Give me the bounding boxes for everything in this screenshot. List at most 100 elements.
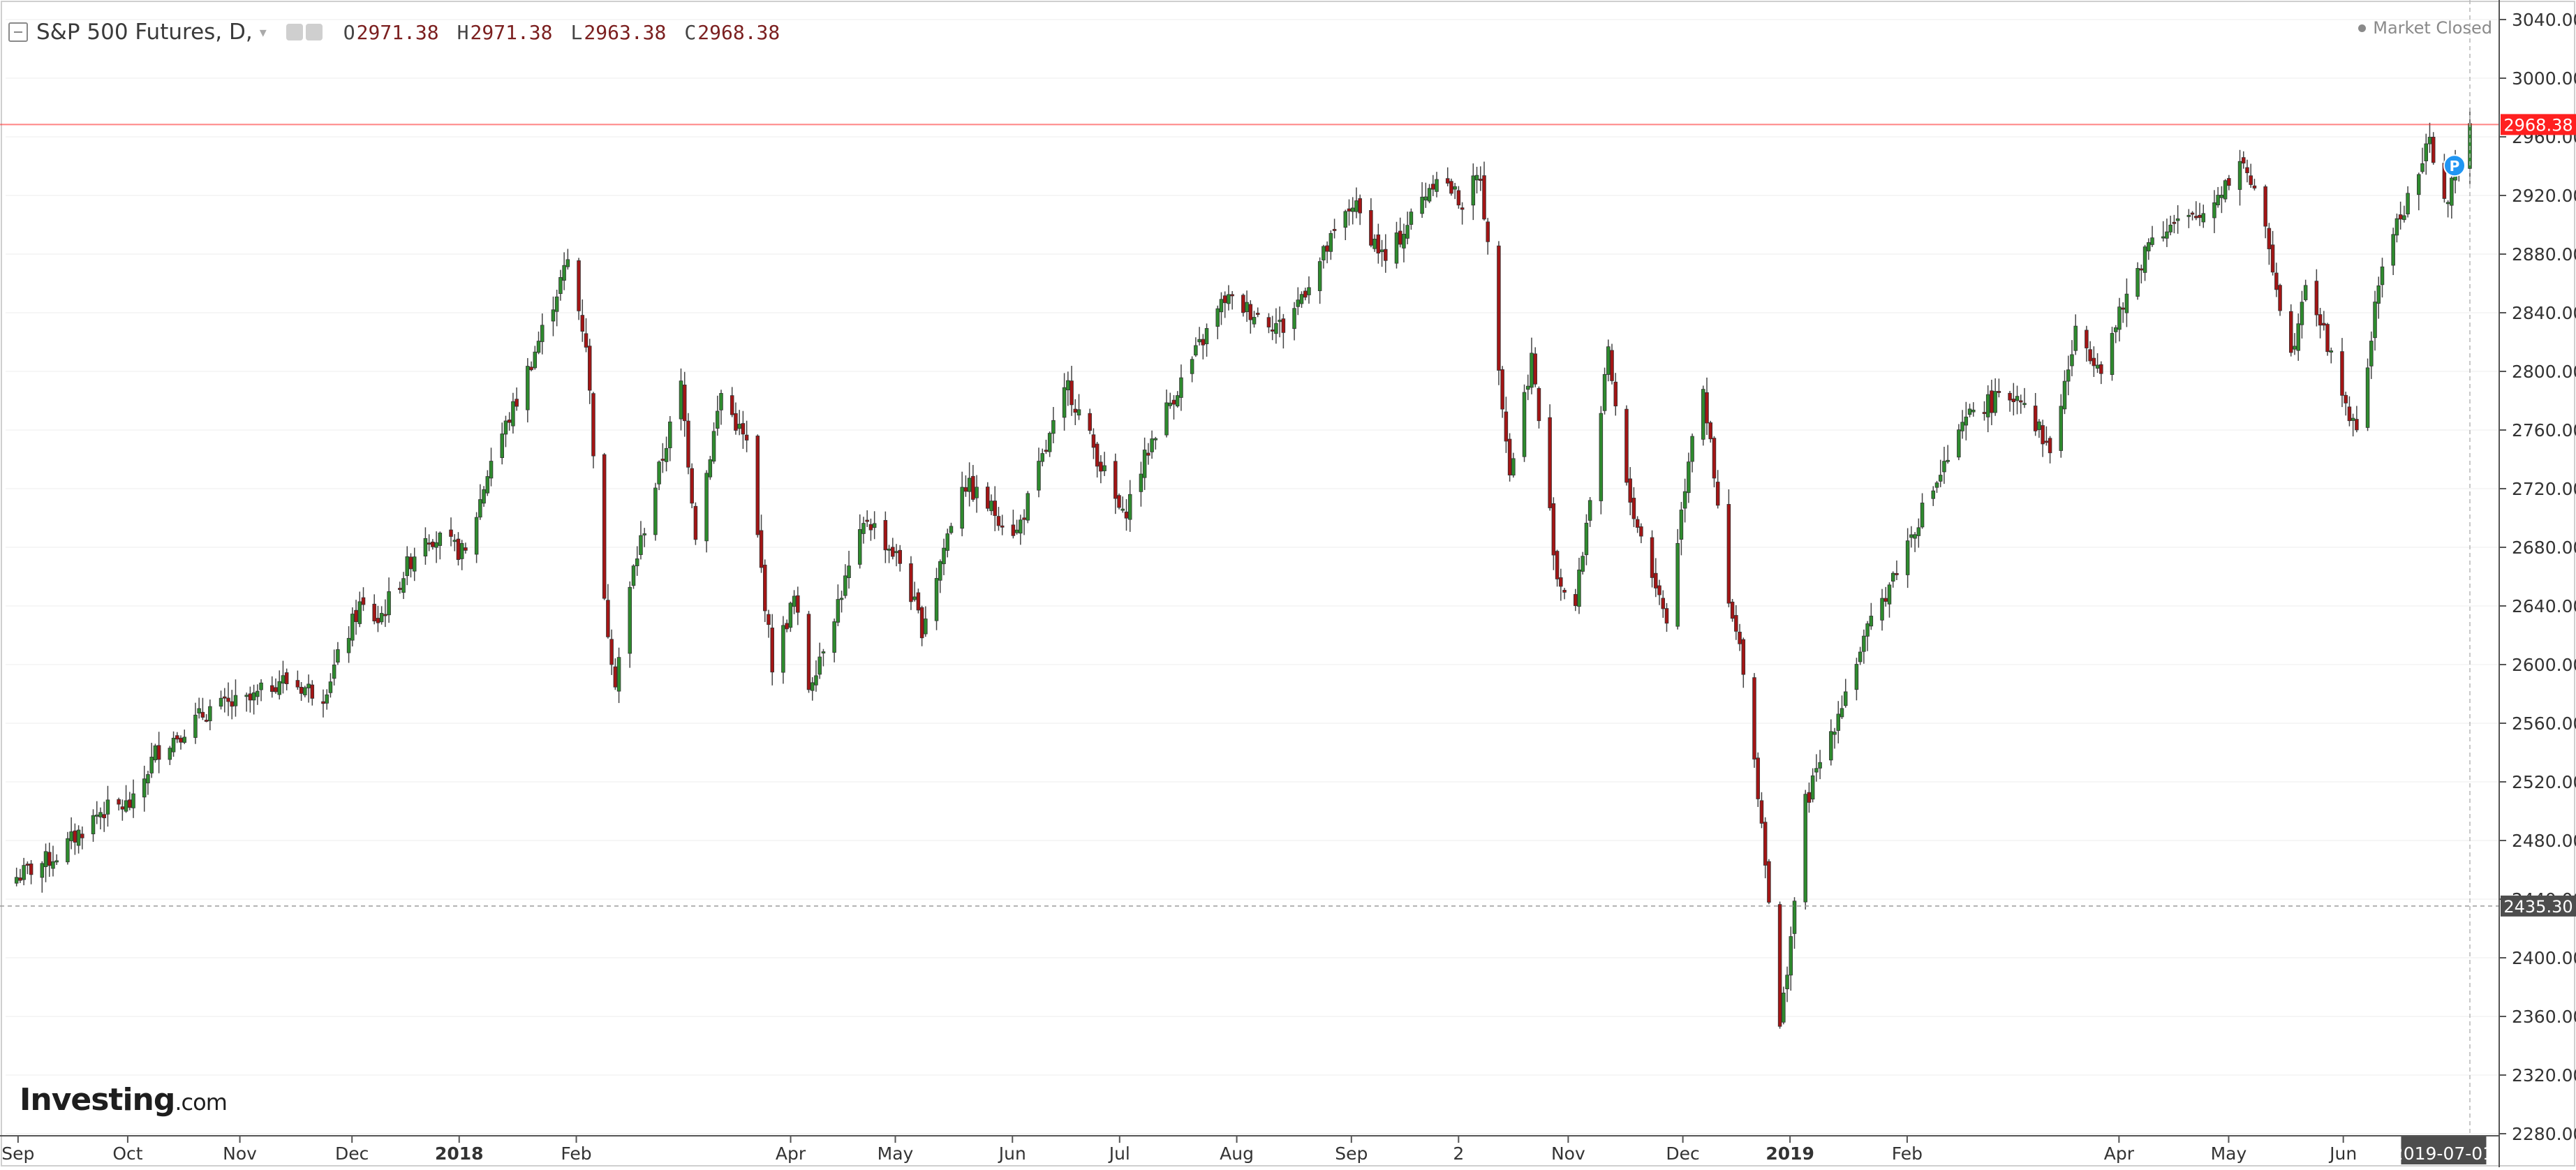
candle-down xyxy=(1358,198,1362,214)
price-axis[interactable]: 3040.003000.002960.002920.002880.002840.… xyxy=(2499,0,2576,1167)
candle-up xyxy=(193,714,198,738)
candle-up xyxy=(2142,246,2147,273)
candle-down xyxy=(1369,210,1373,246)
x-tick-label: Apr xyxy=(776,1143,806,1164)
candle-down xyxy=(2347,406,2352,422)
candle-up xyxy=(668,421,672,448)
candle-down xyxy=(1266,317,1271,327)
candle-down xyxy=(1759,800,1764,824)
symbol-title[interactable]: S&P 500 Futures, D, xyxy=(36,20,253,45)
candle-up xyxy=(945,533,949,551)
candle-up xyxy=(2066,369,2071,382)
candle-down xyxy=(1069,380,1074,406)
candle-up xyxy=(434,542,438,548)
candle-up xyxy=(1682,491,1687,509)
candle-up xyxy=(2329,350,2334,353)
candle-up xyxy=(131,793,135,808)
candle-down xyxy=(1650,537,1655,578)
candle-up xyxy=(2391,234,2395,266)
candle-down xyxy=(577,260,581,311)
candle-up xyxy=(814,675,818,686)
candle-up xyxy=(1587,500,1592,521)
candle-up xyxy=(1175,395,1180,407)
price-lines xyxy=(0,0,2499,1136)
candle-down xyxy=(1767,861,1771,903)
candle-up xyxy=(142,778,147,798)
candle-up xyxy=(1179,377,1183,398)
candle-up xyxy=(2380,266,2385,286)
candle-down xyxy=(507,420,512,423)
candle-down xyxy=(891,547,895,557)
candle-up xyxy=(2369,341,2374,366)
candle-up xyxy=(1474,175,1479,181)
candle-up xyxy=(1854,664,1859,690)
candle-up xyxy=(679,380,683,420)
candle-down xyxy=(2274,272,2279,290)
y-tick-label: 2520.00 xyxy=(2512,772,2576,792)
candle-down xyxy=(1000,525,1005,528)
candle-up xyxy=(989,501,993,512)
candle-down xyxy=(1664,608,1669,624)
candle-up xyxy=(1379,249,1384,253)
candle-up xyxy=(1354,200,1359,212)
time-axis[interactable]: Sep Oct Nov Dec 2018 Feb Apr May Jun Jul Aug Sep 2 No… xyxy=(0,1135,2499,1164)
candle-up xyxy=(975,487,979,498)
market-status-label: Market Closed xyxy=(2373,18,2492,38)
candle-down xyxy=(175,735,179,740)
candle-down xyxy=(1504,411,1509,442)
chevron-down-icon[interactable]: ▾ xyxy=(259,24,267,40)
candle-down xyxy=(2139,268,2144,271)
logo-text: Investing xyxy=(20,1082,175,1118)
candle-up xyxy=(277,681,281,695)
candle-up xyxy=(2022,403,2027,406)
candle-up xyxy=(562,265,566,281)
candle-up xyxy=(2175,218,2180,221)
x-tick-label: Aug xyxy=(1220,1143,1254,1164)
candle-up xyxy=(182,736,187,743)
candle-down xyxy=(2318,314,2323,326)
candle-up xyxy=(474,517,479,555)
candle-up xyxy=(1840,708,1844,718)
candle-up xyxy=(22,865,26,880)
eye-icon[interactable] xyxy=(286,24,303,40)
candle-down xyxy=(299,686,304,694)
candle-down xyxy=(2344,394,2348,403)
candle-up xyxy=(2219,195,2224,198)
candle-up xyxy=(792,595,797,607)
candle-down xyxy=(354,609,358,623)
candle-up xyxy=(405,556,410,577)
candle-up xyxy=(452,540,457,542)
ohlc-open-key: O xyxy=(343,20,355,44)
candle-down xyxy=(584,333,589,348)
collapse-icon[interactable] xyxy=(8,22,28,42)
candle-up xyxy=(482,489,486,504)
candle-up xyxy=(1278,320,1282,323)
candle-down xyxy=(2398,214,2403,220)
candle-down xyxy=(25,864,30,866)
candle-down xyxy=(686,420,690,468)
candle-up xyxy=(1522,392,1527,457)
candle-up xyxy=(2165,231,2169,239)
candle-up xyxy=(2212,202,2216,219)
candle-up xyxy=(1194,345,1198,356)
y-tick-label: 2720.00 xyxy=(2512,479,2576,499)
candle-up xyxy=(2015,396,2020,401)
candle-up xyxy=(168,748,172,760)
candle-down xyxy=(2044,440,2049,443)
candle-up xyxy=(1946,459,1950,462)
investing-logo[interactable]: Investing.com xyxy=(20,1082,228,1118)
candle-down xyxy=(1734,615,1738,632)
candle-down xyxy=(2245,167,2249,174)
settings-icon[interactable] xyxy=(305,24,323,40)
candle-down xyxy=(1256,313,1260,315)
candle-down xyxy=(1730,601,1735,619)
candle-up xyxy=(1427,188,1432,202)
candle-up xyxy=(2427,137,2432,145)
candle-up xyxy=(1942,461,1946,473)
candle-up xyxy=(1887,584,1892,605)
candle-down xyxy=(1303,290,1308,298)
candle-up xyxy=(1037,461,1041,491)
candle-down xyxy=(1639,526,1643,537)
x-tick-label: Nov xyxy=(1551,1143,1585,1164)
